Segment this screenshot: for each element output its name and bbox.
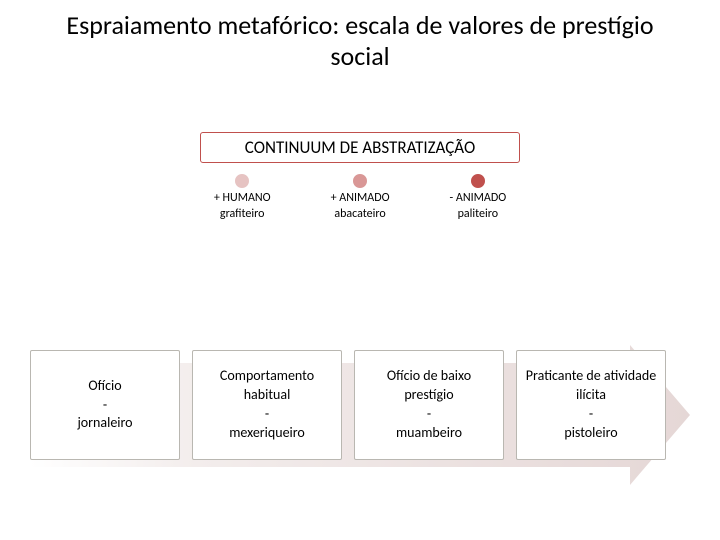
box1-line3: mexeriqueiro <box>229 424 305 443</box>
box2-line1: Ofício de baixo prestígio <box>361 367 497 405</box>
marker-neg-animado: - ANIMADO paliteiro <box>450 173 507 222</box>
marker-line2-1: abacateiro <box>331 207 390 223</box>
marker-line1-2: - ANIMADO <box>450 191 507 207</box>
marker-dot-0 <box>234 173 250 189</box>
box-ilicita: Praticante de atividade ilícita - pistol… <box>516 350 666 460</box>
box0-line1: Ofício <box>88 377 121 396</box>
markers-row: + HUMANO grafiteiro + ANIMADO abacateiro… <box>0 173 720 222</box>
box1-line2: - <box>265 405 269 424</box>
box0-line3: jornaleiro <box>77 414 132 433</box>
box3-line3: pistoleiro <box>564 424 617 443</box>
box-oficio: Ofício - jornaleiro <box>30 350 180 460</box>
marker-line2-0: grafiteiro <box>214 207 271 223</box>
box1-line1: Comportamento habitual <box>199 367 335 405</box>
marker-line1-0: + HUMANO <box>214 191 271 207</box>
box-baixo-prestigio: Ofício de baixo prestígio - muambeiro <box>354 350 504 460</box>
page-title: Espraiamento metafórico: escala de valor… <box>0 0 720 72</box>
marker-line2-2: paliteiro <box>450 207 507 223</box>
box-comportamento: Comportamento habitual - mexeriqueiro <box>192 350 342 460</box>
box0-line2: - <box>103 396 107 415</box>
box3-line2: - <box>589 405 593 424</box>
box2-line3: muambeiro <box>396 424 462 443</box>
box2-line2: - <box>427 405 431 424</box>
marker-dot-2 <box>470 173 486 189</box>
marker-humano: + HUMANO grafiteiro <box>214 173 271 222</box>
marker-dot-1 <box>352 173 368 189</box>
box3-line1: Praticante de atividade ilícita <box>523 367 659 405</box>
continuum-box: CONTINUUM DE ABSTRATIZAÇÃO <box>200 132 520 163</box>
boxes-row: Ofício - jornaleiro Comportamento habitu… <box>30 350 666 460</box>
marker-animado: + ANIMADO abacateiro <box>331 173 390 222</box>
marker-line1-1: + ANIMADO <box>331 191 390 207</box>
